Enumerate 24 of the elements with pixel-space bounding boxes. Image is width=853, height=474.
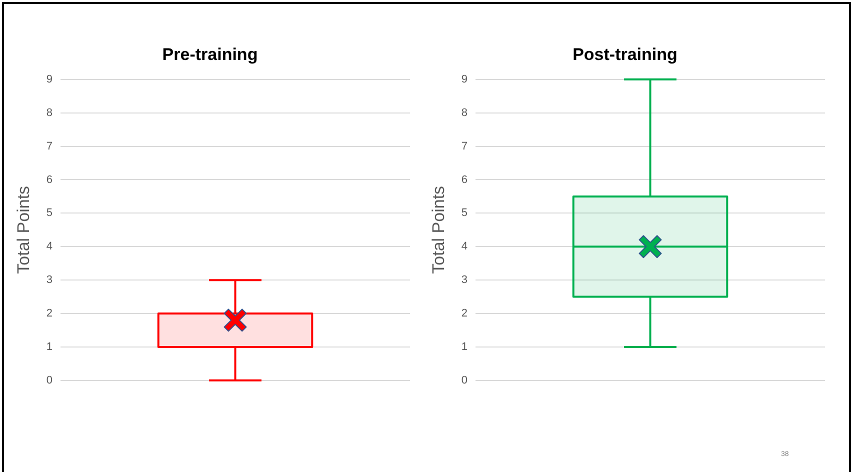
y-tick-label: 4 xyxy=(461,240,468,253)
y-tick-label: 1 xyxy=(461,340,468,353)
y-tick-label: 7 xyxy=(46,140,53,152)
y-axis-title: Total Points xyxy=(14,186,33,274)
y-tick-label: 2 xyxy=(461,308,468,320)
y-tick-label: 0 xyxy=(46,374,53,386)
y-axis-title: Total Points xyxy=(428,186,448,274)
y-tick-label: 6 xyxy=(46,174,53,186)
y-tick-label: 1 xyxy=(46,340,53,353)
y-tick-label: 8 xyxy=(461,106,468,119)
y-tick-label: 5 xyxy=(461,207,468,220)
y-tick-label: 6 xyxy=(461,174,468,186)
y-tick-label: 3 xyxy=(461,274,468,286)
y-tick-label: 3 xyxy=(46,274,53,286)
chart-title: Pre-training xyxy=(162,44,258,64)
y-tick-label: 4 xyxy=(46,240,53,253)
y-tick-label: 7 xyxy=(461,140,468,152)
chart-title: Post-training xyxy=(572,44,678,64)
y-tick-label: 8 xyxy=(46,106,53,119)
y-tick-label: 9 xyxy=(461,73,468,86)
y-tick-label: 2 xyxy=(46,308,53,320)
y-tick-label: 0 xyxy=(461,374,468,386)
y-tick-label: 9 xyxy=(46,73,53,86)
y-tick-label: 5 xyxy=(46,207,53,220)
